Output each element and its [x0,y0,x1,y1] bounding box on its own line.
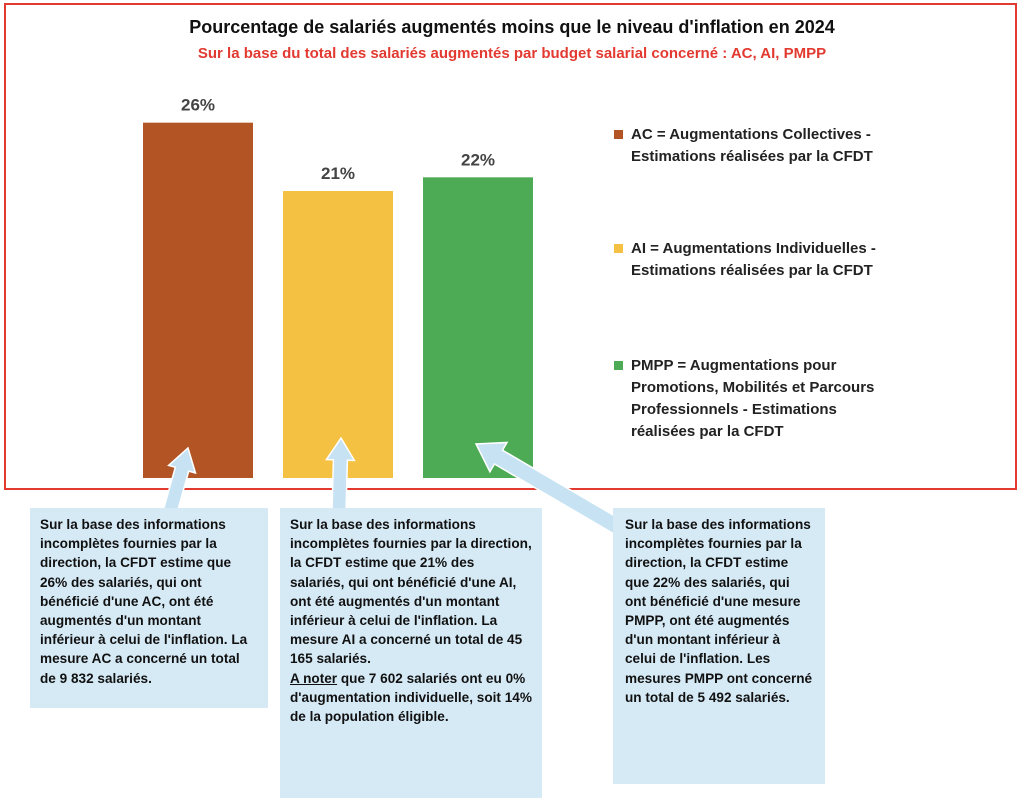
legend-pmpp-line-3: Professionnels - Estimations [631,401,837,418]
legend-swatch-ai [614,244,623,253]
legend-ai-line-1: AI = Augmentations Individuelles - [631,240,876,257]
chart-title: Pourcentage de salariés augmentés moins … [189,17,835,37]
legend-swatch-pmpp [614,361,623,370]
legend-swatch-ac [614,130,623,139]
bar-ac [143,122,253,479]
value-label-pmpp: 22% [461,150,495,169]
callout-ac: Sur la base des informations incomplètes… [30,508,268,708]
legend-ac-line-1: AC = Augmentations Collectives - [631,126,871,143]
value-label-ac: 26% [181,96,215,115]
legend-item-pmpp: PMPP = Augmentations pour Promotions, Mo… [614,355,874,443]
legend-pmpp-line-1: PMPP = Augmentations pour [631,357,837,374]
arrow-callout-ac [162,446,197,515]
callout-ai: Sur la base des informations incomplètes… [280,508,542,798]
callout-ai-note-text: que 7 602 salariés ont eu 0% d'augmentat… [290,670,532,725]
arrow-callout-ai [325,436,356,513]
callout-ai-text: Sur la base des informations incomplètes… [290,517,532,667]
bar-pmpp [423,177,533,479]
callout-pmpp-text: Sur la base des informations incomplètes… [625,517,813,705]
callout-ai-note-label: A noter [290,670,338,686]
callout-ac-text: Sur la base des informations incomplètes… [40,517,248,686]
legend-pmpp-line-2: Promotions, Mobilités et Parcours [631,379,875,396]
chart-frame [4,3,1017,490]
legend-pmpp-line-4: réalisées par la CFDT [631,423,784,440]
legend-item-ai: AI = Augmentations Individuelles - Estim… [614,238,876,282]
legend-item-ac: AC = Augmentations Collectives - Estimat… [614,124,873,168]
legend-ai-line-2: Estimations réalisées par la CFDT [631,262,873,279]
legend-ac-line-2: Estimations réalisées par la CFDT [631,148,873,165]
bar-ai [283,191,393,478]
value-label-ai: 21% [321,164,355,183]
callout-pmpp: Sur la base des informations incomplètes… [613,508,825,784]
chart-subtitle: Sur la base du total des salariés augmen… [197,45,827,62]
arrow-callout-pmpp [474,441,646,548]
